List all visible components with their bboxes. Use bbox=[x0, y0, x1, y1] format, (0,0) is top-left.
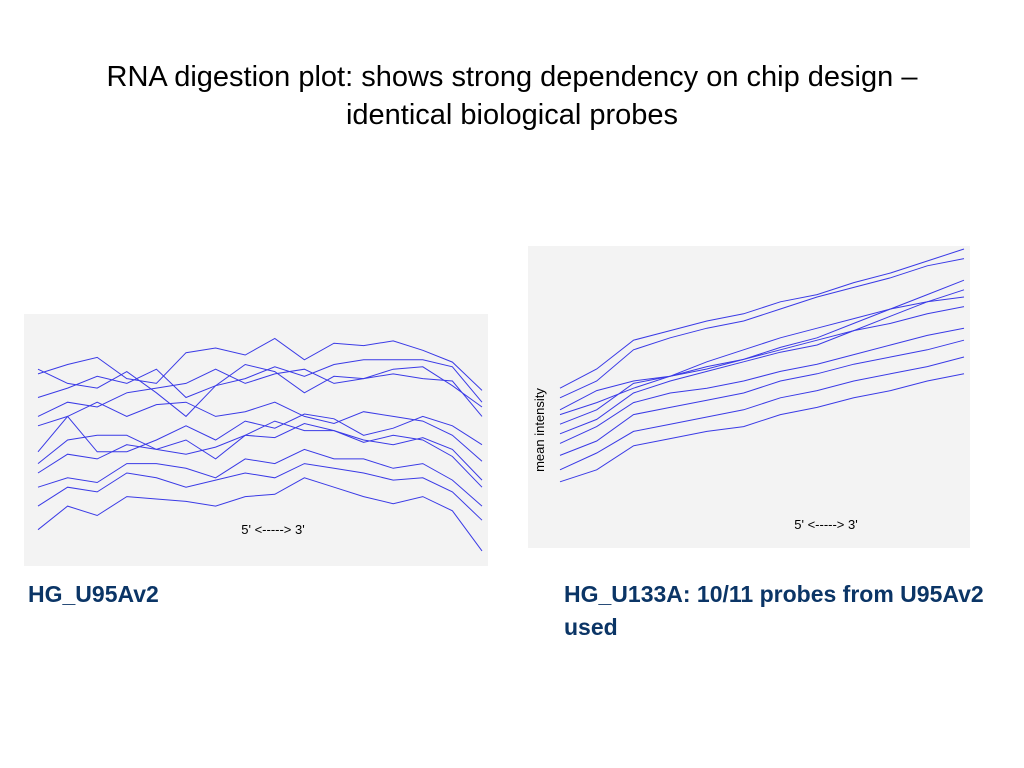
series-line-4 bbox=[37, 368, 483, 417]
slide-title: RNA digestion plot: shows strong depende… bbox=[106, 61, 918, 131]
series-line-10 bbox=[559, 373, 965, 483]
series-line-11 bbox=[37, 477, 483, 552]
x-axis-label: 5' <-----> 3' bbox=[794, 517, 857, 532]
caption-hg-u133a: HG_U133A: 10/11 probes from U95Av2 used bbox=[564, 581, 984, 640]
u133a-plot-svg: 5' <-----> 3' mean intensity bbox=[528, 246, 970, 548]
series-line-4 bbox=[559, 296, 965, 416]
u133a-digestion-plot: 5' <-----> 3' mean intensity bbox=[528, 246, 970, 548]
series-line-8 bbox=[37, 422, 483, 488]
series-line-8 bbox=[559, 339, 965, 456]
u95av2-digestion-plot: 5' <-----> 3' bbox=[24, 314, 488, 566]
series-line-5 bbox=[559, 279, 965, 425]
plot-background bbox=[528, 246, 970, 548]
series-line-7 bbox=[37, 420, 483, 481]
series-line-1 bbox=[559, 248, 965, 389]
series-line-9 bbox=[37, 448, 483, 507]
y-axis-label: mean intensity bbox=[532, 388, 547, 472]
x-axis-label: 5' <-----> 3' bbox=[241, 522, 304, 537]
series-line-5 bbox=[37, 401, 483, 462]
caption-hg-u95av2: HG_U95Av2 bbox=[28, 581, 159, 607]
series-line-3 bbox=[37, 359, 483, 403]
u95av2-plot-svg: 5' <-----> 3' bbox=[24, 314, 488, 566]
series-line-10 bbox=[37, 463, 483, 521]
series-line-1 bbox=[37, 337, 483, 391]
series-line-6 bbox=[559, 289, 965, 435]
series-line-7 bbox=[559, 327, 965, 444]
series-line-2 bbox=[559, 258, 965, 399]
series-line-3 bbox=[559, 306, 965, 411]
series-line-9 bbox=[559, 356, 965, 471]
